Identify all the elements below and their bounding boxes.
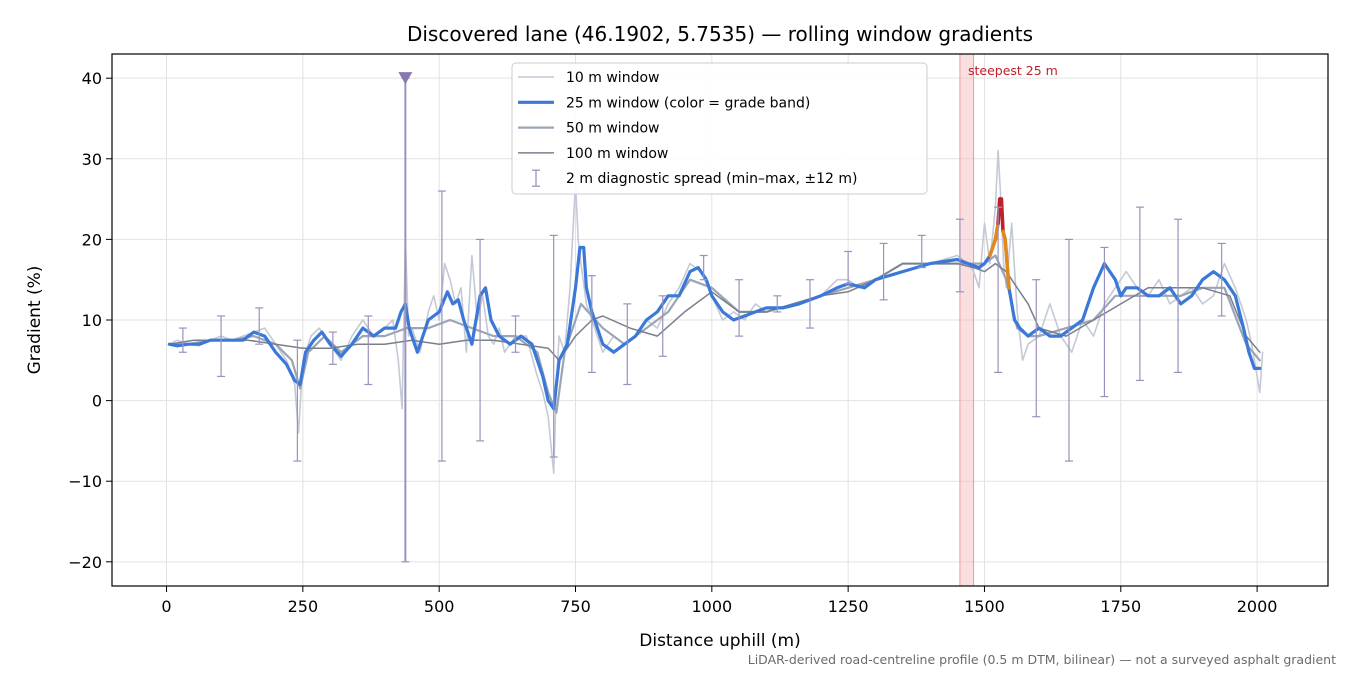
series-line-25m <box>167 197 1262 411</box>
x-tick-label: 2000 <box>1237 597 1278 616</box>
x-axis-title: Distance uphill (m) <box>639 631 800 651</box>
legend-entry: 50 m window <box>566 121 659 137</box>
x-axis-ticks: 0 250 500 750 1000 1250 1500 1750 2000 <box>161 586 1277 616</box>
x-tick-label: 1750 <box>1100 597 1141 616</box>
grade-band-segment <box>1003 237 1011 290</box>
footnote: LiDAR-derived road-centreline profile (0… <box>748 652 1336 667</box>
y-tick-label: −10 <box>68 472 102 491</box>
legend-box <box>511 62 928 195</box>
y-tick-label: 20 <box>82 230 102 249</box>
legend-entry: 2 m diagnostic spread (min–max, ±12 m) <box>566 171 857 187</box>
x-tick-label: 0 <box>161 597 171 616</box>
legend: 10 m window 25 m window (color = grade ba… <box>511 62 928 195</box>
x-tick-label: 1500 <box>964 597 1005 616</box>
steepest-highlight <box>959 53 975 587</box>
y-axis-title: Gradient (%) <box>25 266 45 375</box>
grade-band-segment <box>988 237 998 258</box>
y-tick-label: 0 <box>92 392 102 411</box>
chart-title: Discovered lane (46.1902, 5.7535) — roll… <box>407 22 1033 46</box>
steepest-annotation: steepest 25 m <box>968 63 1058 78</box>
x-tick-label: 750 <box>560 597 591 616</box>
y-tick-label: −20 <box>68 553 102 572</box>
y-tick-label: 40 <box>82 69 102 88</box>
clipped-marker <box>398 72 413 85</box>
legend-entry: 10 m window <box>566 70 659 86</box>
clipped-marker-triangle <box>398 72 413 85</box>
y-tick-label: 10 <box>82 311 102 330</box>
x-tick-label: 1000 <box>691 597 732 616</box>
grade-band-segment <box>999 197 1005 234</box>
diagnostic-spread <box>178 77 1226 563</box>
highlight-band <box>959 53 975 587</box>
y-tick-label: 30 <box>82 150 102 169</box>
y-axis-ticks: −20 −10 0 10 20 30 40 <box>68 69 112 572</box>
series-lines <box>167 149 1264 475</box>
legend-entry: 100 m window <box>566 146 668 162</box>
x-tick-label: 1250 <box>828 597 869 616</box>
legend-entry: 25 m window (color = grade band) <box>566 95 810 111</box>
x-tick-label: 500 <box>424 597 455 616</box>
x-tick-label: 250 <box>288 597 319 616</box>
